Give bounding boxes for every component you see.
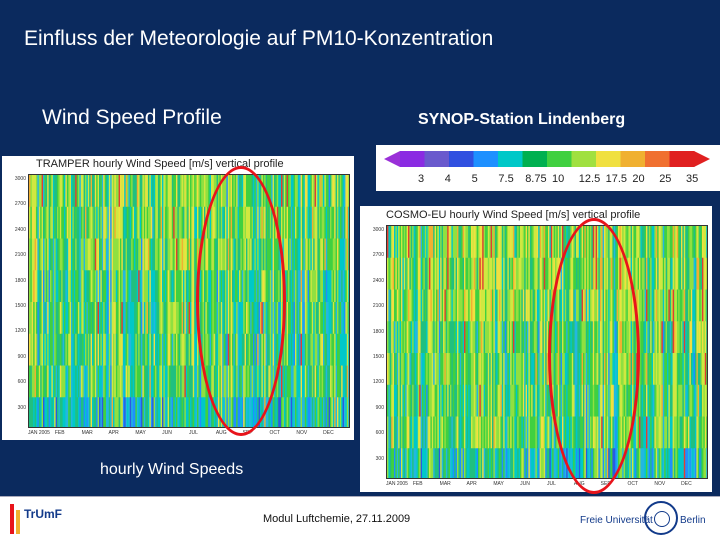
legend-tick-label: 20	[632, 173, 645, 185]
y-tick-label: 300	[17, 404, 26, 411]
footer-bar: TrUmF Modul Luftchemie, 27.11.2009 Freie…	[0, 496, 720, 540]
x-tick-label: OCT	[627, 481, 639, 487]
legend-color-swatch	[400, 151, 425, 167]
x-tick-label: JUN	[520, 481, 530, 487]
legend-tick-label: 10	[552, 173, 565, 185]
legend-color-swatch	[645, 151, 670, 167]
x-tick-label: MAY	[135, 430, 146, 436]
highlight-ellipse-right	[548, 218, 640, 494]
legend-tick-label: 25	[659, 173, 672, 185]
x-tick-label: FEB	[54, 430, 65, 436]
y-tick-label: 600	[375, 430, 384, 437]
legend-color-swatch	[596, 151, 621, 167]
legend-color-swatch	[571, 151, 597, 167]
y-tick-label: 3000	[14, 176, 26, 182]
fu-seal-icon	[644, 501, 678, 535]
tramper-heatmap	[28, 174, 350, 428]
x-tick-label: MAR	[81, 430, 93, 436]
x-tick-label: NOV	[296, 430, 308, 436]
slide-subtitle: Wind Speed Profile	[42, 106, 222, 129]
x-tick-label: DEC	[323, 430, 334, 436]
legend-tick-label: 12.5	[578, 173, 601, 185]
cosmo-heatmap	[386, 225, 708, 479]
legend-color-swatch	[498, 151, 523, 167]
x-tick-label: DEC	[681, 481, 692, 487]
slide-title: Einfluss der Meteorologie auf PM10-Konze…	[24, 27, 494, 50]
legend-color-swatch	[424, 151, 450, 167]
y-tick-label: 1200	[14, 328, 26, 335]
cosmo-panel: COSMO-EU hourly Wind Speed [m/s] vertica…	[360, 206, 712, 492]
legend-color-swatch	[620, 151, 646, 167]
tramper-panel: TRAMPER hourly Wind Speed [m/s] vertical…	[2, 156, 354, 440]
x-tick-label: JAN 2005	[28, 430, 50, 436]
legend-tick-label: 4	[444, 173, 451, 185]
highlight-ellipse-left	[196, 166, 286, 436]
x-tick-label: JUL	[547, 481, 556, 487]
footer-text: Modul Luftchemie, 27.11.2009	[263, 513, 411, 525]
y-tick-label: 2700	[372, 252, 384, 259]
fu-berlin-logo: Freie Universität Berlin	[578, 501, 718, 539]
fu-logo-text-left: Freie Universität	[580, 515, 653, 526]
x-tick-label: NOV	[654, 481, 666, 487]
legend-tick-label: 7.5	[498, 173, 514, 185]
y-tick-label: 900	[17, 353, 26, 360]
y-tick-label: 1800	[372, 328, 384, 335]
legend-color-swatch	[547, 151, 572, 167]
y-tick-label: 900	[375, 404, 384, 411]
legend-color-swatch	[522, 151, 548, 167]
legend-color-swatch	[449, 151, 474, 167]
caption-hourly-wind: hourly Wind Speeds	[100, 461, 244, 478]
y-tick-label: 300	[375, 455, 384, 462]
legend-tick-label: 17.5	[605, 173, 628, 185]
y-tick-label: 600	[17, 379, 26, 386]
x-tick-label: APR	[108, 430, 119, 436]
color-scale-legend: 3 4 5 7.5 8.75 10 12.5 17.5 20 25 35	[376, 145, 720, 191]
y-tick-label: 2100	[372, 303, 384, 310]
trumf-logo-text: TrUmF	[24, 507, 63, 521]
legend-tick-label: 5	[471, 173, 478, 185]
legend-max-arrow-icon	[694, 151, 710, 167]
x-tick-label: APR	[466, 481, 477, 487]
x-tick-label: MAY	[493, 481, 504, 487]
x-tick-label: OCT	[269, 430, 281, 436]
y-tick-label: 2400	[14, 226, 26, 233]
tramper-panel-title: TRAMPER hourly Wind Speed [m/s] vertical…	[36, 158, 284, 170]
x-tick-label: AUG	[215, 430, 227, 436]
y-tick-label: 1200	[372, 379, 384, 386]
x-tick-label: JUL	[189, 430, 198, 436]
y-tick-label: 1500	[14, 303, 26, 309]
y-tick-label: 1800	[14, 277, 26, 284]
x-tick-label: FEB	[412, 481, 423, 487]
legend-color-swatch	[669, 151, 695, 167]
fu-logo-text-right: Berlin	[680, 515, 706, 526]
legend-min-arrow-icon	[384, 151, 400, 167]
legend-color-swatch	[473, 151, 499, 167]
y-tick-label: 3000	[372, 227, 384, 233]
x-tick-label: JAN 2005	[386, 481, 408, 487]
x-tick-label: JUN	[162, 430, 172, 436]
y-tick-label: 2400	[372, 277, 384, 284]
station-label: SYNOP-Station Lindenberg	[418, 111, 626, 128]
y-tick-label: 2100	[14, 252, 26, 259]
y-tick-label: 1500	[372, 354, 384, 360]
cosmo-panel-title: COSMO-EU hourly Wind Speed [m/s] vertica…	[386, 209, 641, 221]
legend-tick-label: 8.75	[525, 173, 547, 185]
x-tick-label: MAR	[439, 481, 451, 487]
legend-tick-label: 3	[418, 173, 425, 185]
y-tick-label: 2700	[14, 201, 26, 208]
legend-tick-label: 35	[686, 173, 699, 185]
trumf-logo: TrUmF	[6, 500, 96, 538]
